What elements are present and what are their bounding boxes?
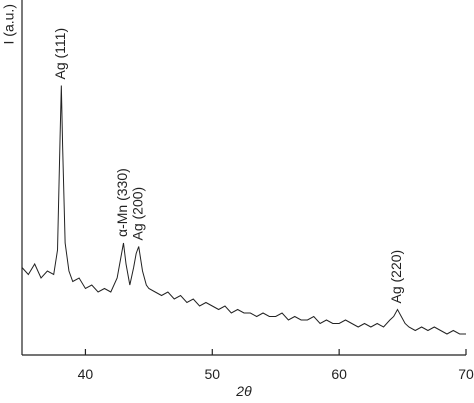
data-line — [21, 85, 466, 335]
y-axis-label: I (a.u.) — [1, 4, 17, 44]
x-tick-label: 60 — [331, 366, 347, 382]
peak-annotation: Ag (220) — [388, 250, 404, 304]
x-axis-label: 2θ — [235, 383, 252, 399]
peak-annotation: α-Mn (330) — [114, 168, 130, 237]
peak-annotation: Ag (111) — [52, 28, 68, 80]
x-tick-label: 70 — [458, 366, 474, 382]
peak-annotation: Ag (200) — [129, 187, 145, 241]
x-tick-label: 50 — [204, 366, 220, 382]
x-tick-label: 40 — [78, 366, 94, 382]
